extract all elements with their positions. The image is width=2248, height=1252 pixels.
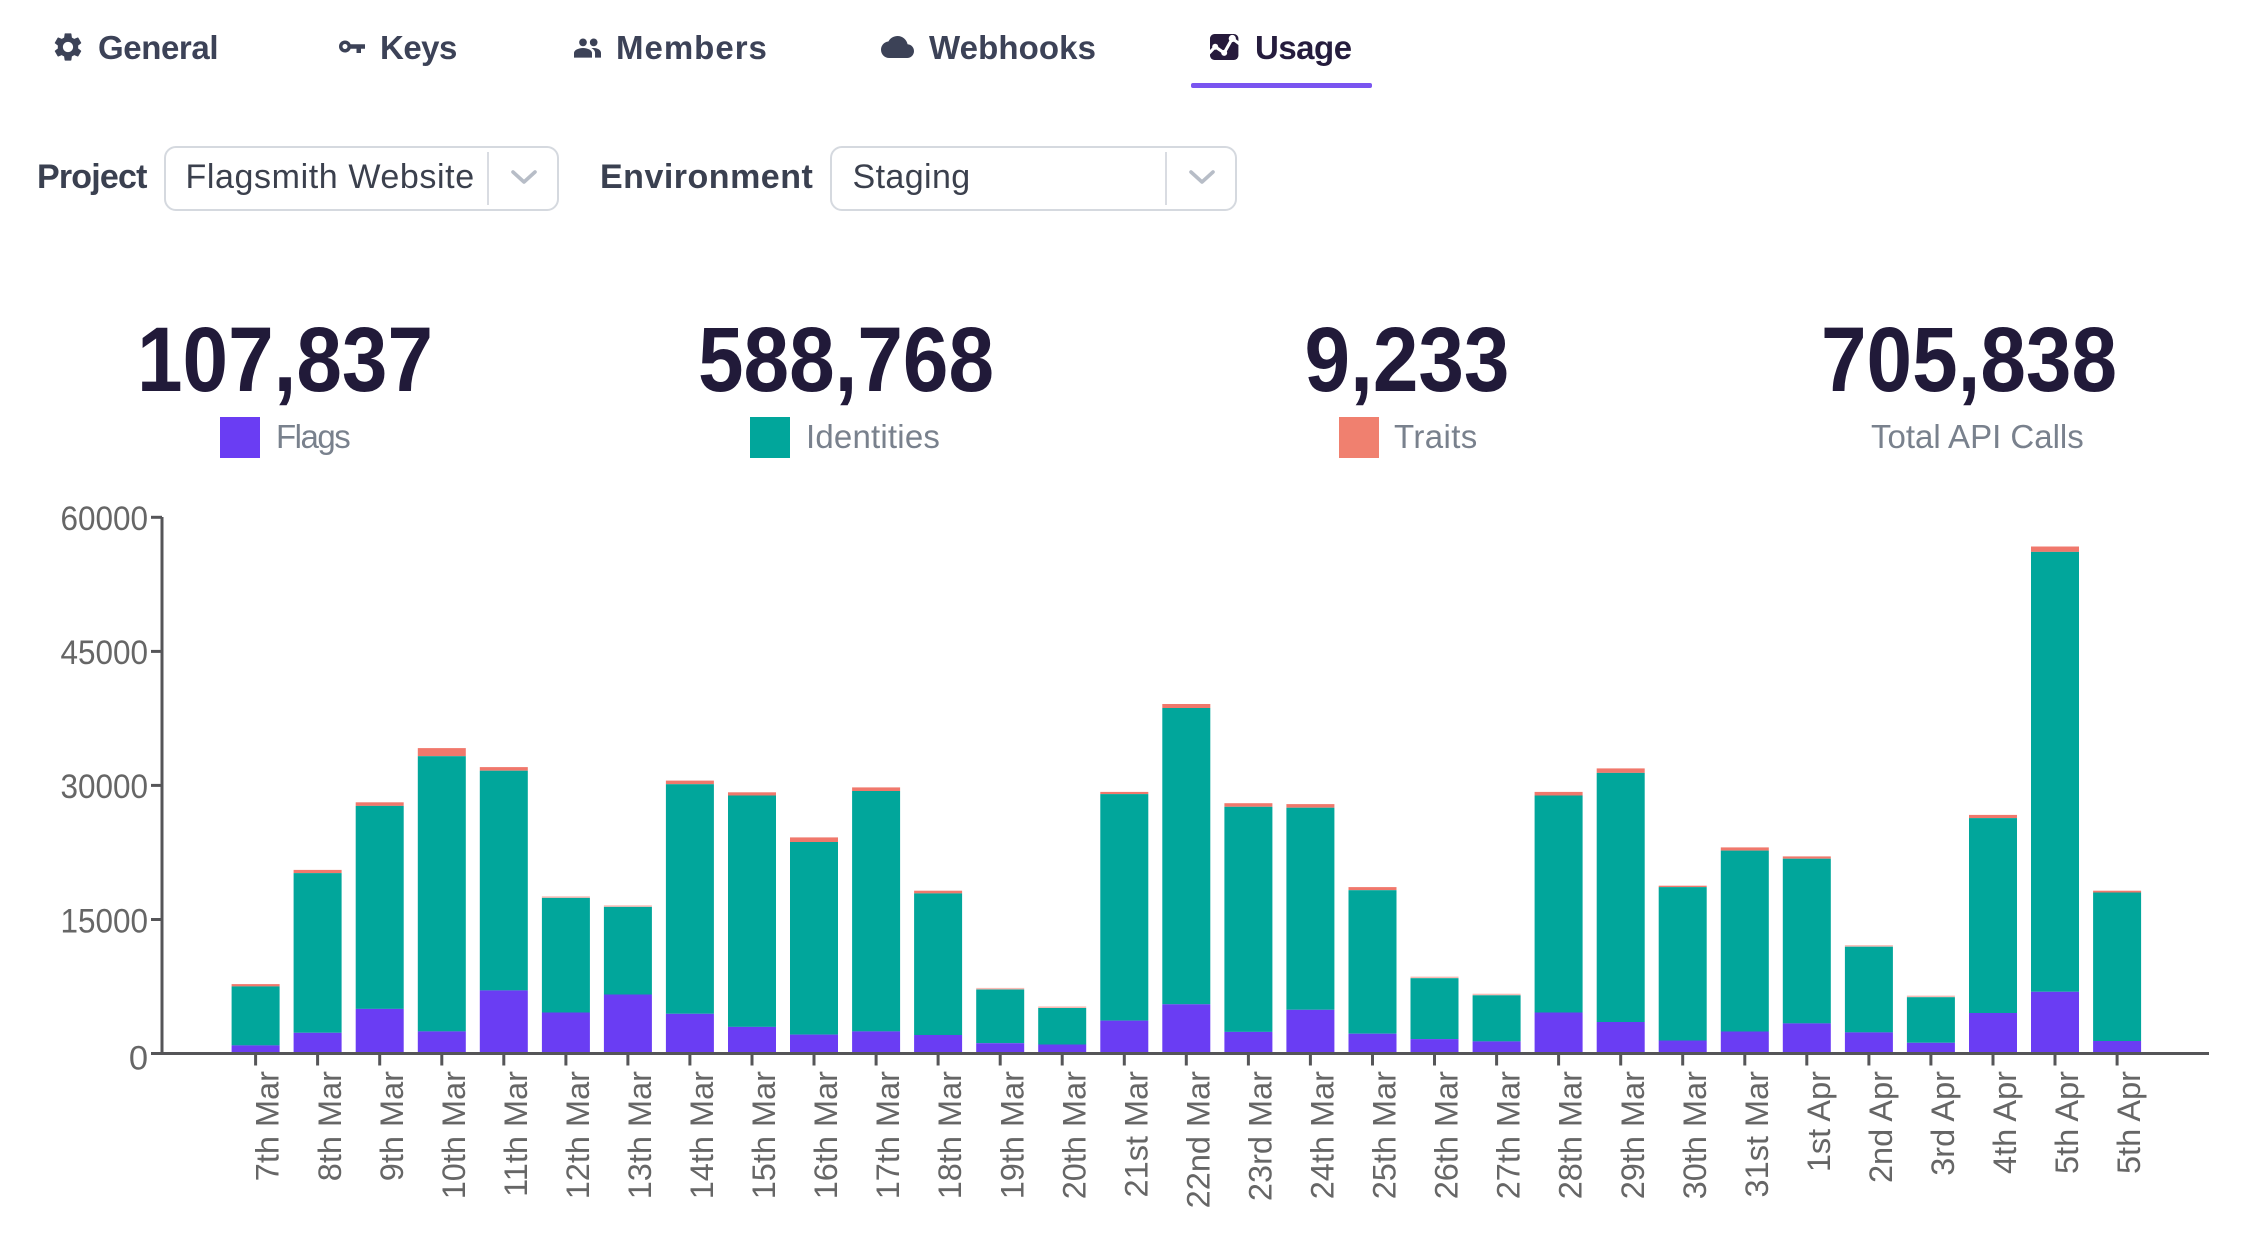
svg-text:3rd Apr: 3rd Apr <box>1925 1071 1961 1176</box>
svg-text:1st Apr: 1st Apr <box>1801 1071 1837 1172</box>
svg-text:20th Mar: 20th Mar <box>1056 1071 1092 1199</box>
svg-text:24th Mar: 24th Mar <box>1305 1071 1341 1199</box>
svg-text:60000: 60000 <box>61 500 149 538</box>
svg-text:14th Mar: 14th Mar <box>684 1071 720 1199</box>
svg-text:22nd Mar: 22nd Mar <box>1180 1071 1216 1208</box>
svg-text:5th Apr: 5th Apr <box>2049 1071 2085 1174</box>
svg-text:29th Mar: 29th Mar <box>1615 1071 1651 1199</box>
svg-text:30th Mar: 30th Mar <box>1677 1071 1713 1199</box>
svg-text:26th Mar: 26th Mar <box>1429 1071 1465 1199</box>
svg-text:8th Mar: 8th Mar <box>312 1071 348 1181</box>
svg-text:16th Mar: 16th Mar <box>808 1071 844 1199</box>
svg-text:5th Apr: 5th Apr <box>2111 1071 2147 1174</box>
svg-text:12th Mar: 12th Mar <box>560 1071 596 1199</box>
svg-text:4th Apr: 4th Apr <box>1987 1071 2023 1174</box>
svg-text:19th Mar: 19th Mar <box>994 1071 1030 1199</box>
svg-text:9th Mar: 9th Mar <box>374 1071 410 1181</box>
svg-text:30000: 30000 <box>61 768 149 806</box>
svg-text:13th Mar: 13th Mar <box>622 1071 658 1199</box>
svg-text:15000: 15000 <box>61 902 149 940</box>
svg-text:45000: 45000 <box>61 634 149 672</box>
svg-text:25th Mar: 25th Mar <box>1367 1071 1403 1199</box>
svg-text:7th Mar: 7th Mar <box>250 1071 286 1181</box>
svg-text:18th Mar: 18th Mar <box>932 1071 968 1199</box>
svg-text:23rd Mar: 23rd Mar <box>1243 1071 1279 1201</box>
svg-text:27th Mar: 27th Mar <box>1491 1071 1527 1199</box>
svg-text:2nd Apr: 2nd Apr <box>1863 1071 1899 1183</box>
svg-text:31st Mar: 31st Mar <box>1739 1071 1775 1198</box>
svg-text:21st Mar: 21st Mar <box>1118 1071 1154 1198</box>
svg-text:11th Mar: 11th Mar <box>498 1071 534 1197</box>
svg-text:0: 0 <box>129 1039 148 1077</box>
svg-text:28th Mar: 28th Mar <box>1553 1071 1589 1199</box>
svg-text:15th Mar: 15th Mar <box>746 1071 782 1199</box>
svg-text:10th Mar: 10th Mar <box>436 1071 472 1199</box>
svg-text:17th Mar: 17th Mar <box>870 1071 906 1199</box>
